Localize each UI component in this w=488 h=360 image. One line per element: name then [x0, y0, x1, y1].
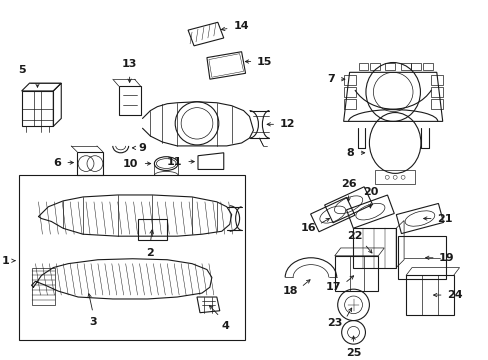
Text: 12: 12	[279, 119, 294, 129]
Bar	[410, 63, 420, 70]
Text: 16: 16	[300, 223, 315, 233]
Text: 22: 22	[346, 231, 362, 241]
Text: 11: 11	[166, 157, 182, 167]
Bar	[422, 63, 432, 70]
Bar	[19, 175, 244, 340]
Text: 9: 9	[138, 143, 146, 153]
Text: 2: 2	[146, 248, 154, 258]
Text: 7: 7	[326, 74, 334, 84]
Bar	[400, 63, 410, 70]
Bar	[343, 87, 355, 97]
Bar	[430, 75, 442, 85]
Text: 17: 17	[325, 282, 341, 292]
Text: 26: 26	[340, 179, 356, 189]
Text: 15: 15	[256, 57, 271, 67]
Bar	[430, 87, 442, 97]
Bar	[385, 63, 394, 70]
Text: 24: 24	[446, 290, 461, 300]
Text: 25: 25	[345, 348, 361, 358]
Text: 5: 5	[18, 65, 25, 75]
Text: 19: 19	[438, 253, 453, 263]
Text: 23: 23	[326, 318, 342, 328]
Text: 10: 10	[123, 158, 138, 168]
Text: 8: 8	[346, 148, 354, 158]
Text: 1: 1	[2, 256, 10, 266]
Text: 14: 14	[233, 21, 249, 31]
Bar	[375, 170, 414, 184]
Text: 18: 18	[282, 286, 298, 296]
Bar	[343, 75, 355, 85]
Text: 20: 20	[362, 187, 377, 197]
Bar	[430, 99, 442, 109]
Text: 13: 13	[122, 59, 137, 69]
Text: 4: 4	[222, 320, 229, 330]
Text: 3: 3	[89, 317, 97, 327]
Text: 21: 21	[436, 213, 451, 224]
Bar	[369, 63, 380, 70]
Text: 6: 6	[53, 158, 61, 168]
Bar	[343, 99, 355, 109]
Bar	[358, 63, 367, 70]
